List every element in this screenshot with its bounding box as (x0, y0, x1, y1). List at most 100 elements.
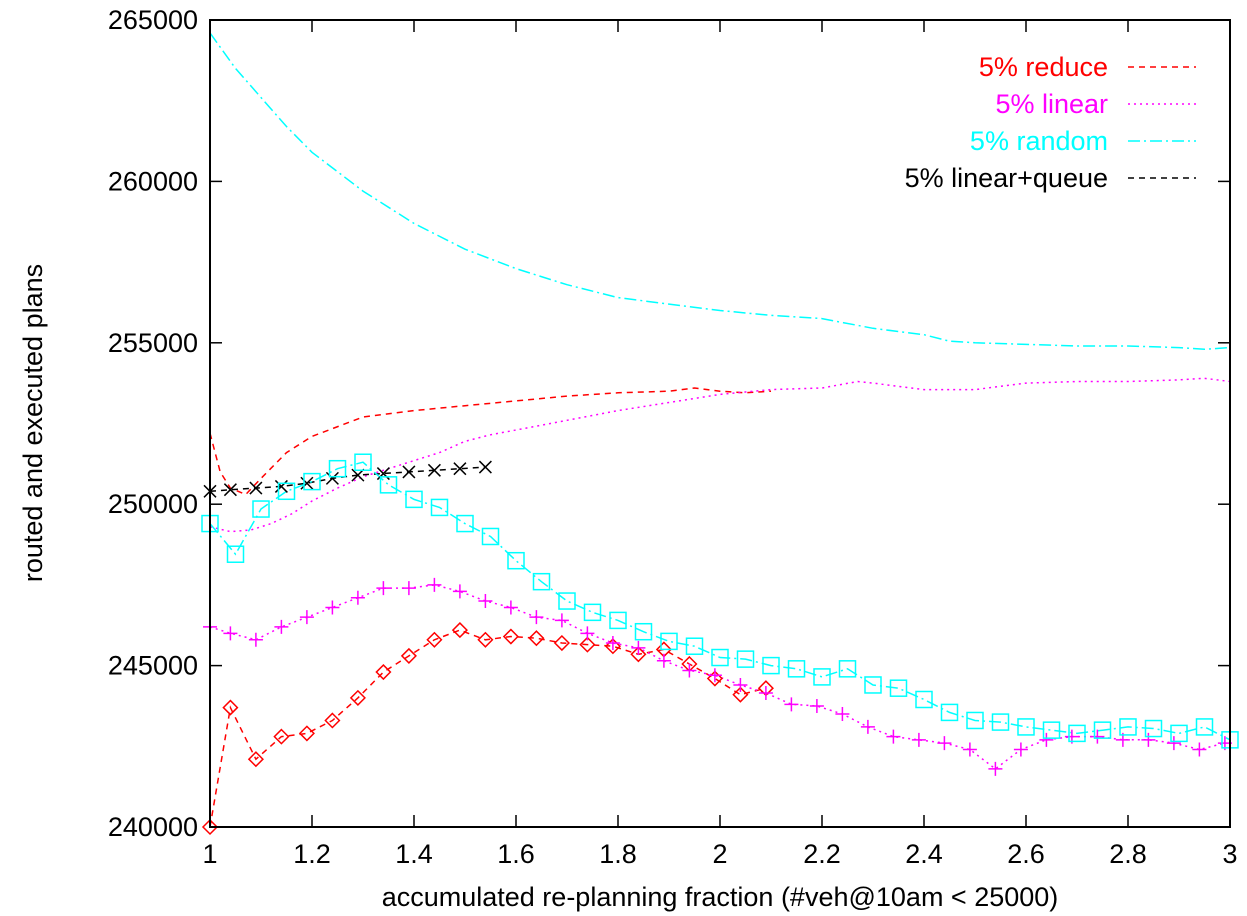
x-tick-label: 1 (202, 839, 217, 869)
data-point-diamond (579, 636, 596, 653)
data-point-square (507, 551, 525, 570)
data-point-plus (631, 640, 646, 655)
data-point-x (427, 463, 441, 477)
y-tick-label: 240000 (108, 812, 198, 842)
data-point-plus (988, 761, 1003, 776)
data-point-plus (707, 668, 722, 683)
data-point-square (736, 650, 755, 668)
data-point-plus (656, 653, 671, 668)
data-point-square (481, 527, 500, 546)
data-point-plus (809, 698, 824, 713)
data-point-plus (1090, 729, 1105, 744)
data-point-plus (733, 677, 748, 692)
data-point-plus (503, 600, 518, 615)
legend-label: 5% linear (995, 89, 1108, 119)
data-point-plus (682, 663, 697, 678)
y-tick-label: 255000 (108, 328, 198, 358)
data-point-plus (478, 594, 493, 609)
data-point-plus (554, 613, 569, 628)
x-tick-label: 2.4 (905, 839, 943, 869)
data-point-diamond (222, 699, 239, 716)
x-tick-label: 2.8 (1109, 839, 1147, 869)
data-point-square (532, 572, 551, 591)
data-point-square (558, 592, 576, 610)
data-point-square (940, 703, 959, 722)
data-point-square (711, 648, 729, 667)
data-point-plus (1192, 742, 1207, 757)
marker-layer (201, 453, 1239, 836)
data-point-x (453, 462, 467, 476)
x-axis-label: accumulated re-planning fraction (#veh@1… (382, 882, 1059, 912)
data-point-diamond (426, 631, 443, 648)
data-point-plus (911, 732, 926, 747)
data-point-square (303, 472, 321, 491)
data-point-square (328, 459, 347, 478)
data-point-plus (937, 736, 952, 751)
y-tick-label: 250000 (108, 489, 198, 519)
data-point-diamond (477, 631, 494, 648)
data-point-square (838, 660, 857, 678)
data-point-plus (299, 610, 314, 625)
data-point-square (991, 713, 1010, 731)
data-point-plus (401, 581, 416, 596)
data-point-square (583, 603, 602, 622)
data-point-plus (835, 707, 850, 722)
data-point-x (402, 465, 416, 479)
data-point-square (405, 490, 423, 509)
x-tick-label: 3 (1222, 839, 1237, 869)
data-point-plus (529, 610, 544, 625)
data-point-x (274, 479, 288, 493)
data-point-square (277, 482, 296, 501)
data-point-diamond (451, 622, 468, 639)
data-point-square (889, 679, 908, 697)
data-point-plus (223, 626, 238, 641)
data-point-square (685, 637, 704, 655)
data-point-square (1093, 721, 1112, 739)
data-point-plus (248, 632, 263, 647)
data-point-plus (274, 619, 289, 634)
data-point-diamond (732, 686, 749, 703)
x-tick-label: 2.6 (1007, 839, 1045, 869)
y-tick-label: 265000 (108, 5, 198, 35)
data-point-diamond (375, 663, 392, 681)
data-point-plus (758, 686, 773, 701)
data-point-square (609, 611, 627, 630)
data-point-plus (1013, 742, 1028, 757)
data-point-x (300, 476, 314, 490)
data-point-plus (376, 581, 391, 596)
data-point-plus (962, 742, 977, 757)
x-tick-label: 2 (712, 839, 727, 869)
x-tick-label: 2.2 (803, 839, 841, 869)
data-point-square (1195, 718, 1214, 736)
data-point-square (252, 500, 270, 518)
data-point-plus (325, 600, 340, 615)
data-point-plus (605, 636, 620, 651)
data-point-square (1042, 721, 1061, 739)
data-point-x (249, 481, 263, 495)
data-point-diamond (298, 725, 315, 742)
data-point-diamond (604, 638, 621, 655)
data-point-square (379, 476, 398, 494)
data-point-plus (580, 626, 595, 641)
x-tick-label: 1.6 (497, 839, 535, 869)
data-point-plus (1141, 732, 1156, 747)
data-point-diamond (273, 728, 290, 745)
data-point-square (813, 668, 831, 686)
data-point-square (787, 660, 806, 678)
data-point-diamond (630, 646, 647, 663)
data-point-square (226, 545, 245, 563)
data-point-diamond (706, 670, 723, 687)
y-axis-label: routed and executed plans (18, 264, 48, 582)
y-tick-label: 260000 (108, 166, 198, 196)
data-point-diamond (400, 647, 417, 664)
data-point-plus (452, 584, 467, 599)
series-line-5-reduce (209, 387, 772, 496)
data-point-x (478, 460, 492, 474)
data-point-plus (1039, 732, 1054, 747)
data-point-x (351, 468, 365, 482)
data-point-square (864, 676, 882, 694)
data-point-diamond (349, 689, 366, 706)
legend-label: 5% reduce (979, 52, 1108, 82)
